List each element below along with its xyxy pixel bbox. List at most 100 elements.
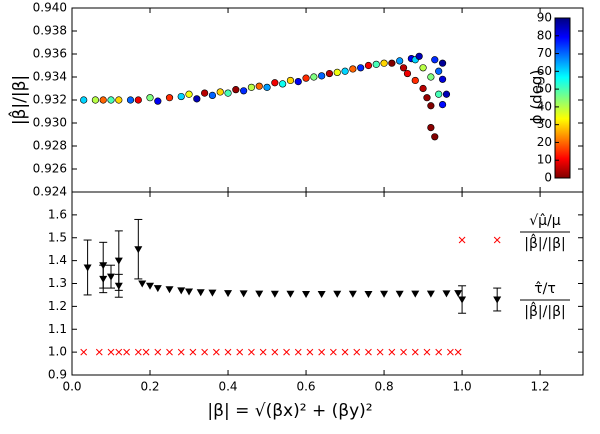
point <box>427 102 435 110</box>
x-marker <box>306 348 314 356</box>
point <box>216 88 224 96</box>
x-stroke <box>329 348 337 356</box>
x-marker <box>142 348 150 356</box>
point <box>310 73 318 81</box>
x-stroke <box>294 348 302 356</box>
x-stroke <box>189 348 197 356</box>
triangle-marker <box>442 290 451 298</box>
point <box>107 96 115 104</box>
point <box>333 68 341 76</box>
point <box>115 96 123 104</box>
x-marker <box>318 348 326 356</box>
x-stroke <box>341 348 349 356</box>
x-stroke <box>134 348 142 356</box>
y-tick-label: 0.940 <box>33 1 67 15</box>
point <box>255 82 263 90</box>
triangle-marker <box>185 288 194 296</box>
x-marker <box>134 348 142 356</box>
y-tick-label: 1.2 <box>48 299 67 313</box>
point <box>302 74 310 82</box>
x-stroke <box>318 348 326 356</box>
point <box>325 69 334 78</box>
triangle-marker <box>114 257 123 265</box>
colorbar-tick-label: 20 <box>537 135 552 149</box>
colorbar-tick-label: 10 <box>537 153 552 167</box>
triangle-marker <box>348 290 357 298</box>
point <box>208 91 217 99</box>
x-stroke <box>201 348 208 356</box>
point <box>435 67 443 75</box>
legend-label: √μ̂/μ <box>529 213 561 229</box>
y-tick-label: 1.3 <box>48 276 67 290</box>
point <box>154 97 162 105</box>
x-stroke <box>454 348 462 356</box>
x-marker <box>236 348 244 356</box>
x-stroke <box>365 348 372 356</box>
legend-label: τ̂/τ <box>534 281 556 297</box>
x-stroke <box>115 348 123 356</box>
point <box>431 56 439 64</box>
x-tick-label: 1.0 <box>453 380 472 394</box>
colorbar-tick-label: 50 <box>537 82 552 96</box>
triangle-marker <box>165 286 174 294</box>
x-marker <box>400 348 407 356</box>
x-marker <box>212 348 220 356</box>
x-stroke <box>423 348 431 356</box>
x-marker <box>201 348 208 356</box>
point <box>438 100 447 109</box>
x-marker <box>259 348 267 356</box>
triangle-marker <box>107 273 116 281</box>
point <box>91 96 100 104</box>
triangle-marker <box>380 290 389 298</box>
x-stroke <box>353 348 361 356</box>
colorbar-tick-label: 70 <box>537 46 552 60</box>
y-tick-label: 0.932 <box>33 93 67 107</box>
x-stroke <box>123 348 130 356</box>
x-marker <box>283 348 290 356</box>
x-stroke <box>166 348 173 356</box>
y-tick-label: 0.9 <box>48 368 67 382</box>
y-tick-label: 1.0 <box>48 345 67 359</box>
point <box>423 94 431 102</box>
triangle-marker <box>224 290 233 298</box>
point <box>232 86 240 94</box>
point <box>341 67 349 75</box>
x-marker <box>107 348 115 356</box>
point <box>240 87 248 95</box>
x-stroke <box>435 348 443 356</box>
x-marker <box>224 348 232 356</box>
x-marker <box>123 348 130 356</box>
triangle-marker <box>364 291 373 299</box>
x-marker <box>423 348 431 356</box>
x-marker <box>341 348 349 356</box>
triangle-marker <box>333 290 342 298</box>
point <box>403 69 412 78</box>
triangle-marker <box>99 275 108 283</box>
triangle-marker <box>493 296 502 304</box>
x-stroke <box>388 348 396 356</box>
x-stroke <box>411 348 419 356</box>
legend-label: |β̂|/|β| <box>524 233 565 252</box>
point <box>193 95 201 103</box>
y-tick-label: 0.926 <box>33 162 67 176</box>
x-stroke <box>224 348 232 356</box>
point <box>396 57 404 65</box>
x-marker <box>177 348 185 356</box>
x-stroke <box>306 348 314 356</box>
y-axis-label: |β̂|/|β| <box>7 75 30 125</box>
point <box>134 96 142 104</box>
x-stroke <box>107 348 115 356</box>
point <box>146 94 154 102</box>
point <box>388 59 396 67</box>
y-tick-label: 1.4 <box>48 253 67 267</box>
point <box>224 89 232 97</box>
colorbar-tick-label: 30 <box>537 117 552 131</box>
x-tick-label: 0.4 <box>218 380 237 394</box>
y-tick-label: 0.924 <box>33 185 67 199</box>
x-stroke <box>142 348 150 356</box>
triangle-marker <box>458 296 467 304</box>
x-marker <box>95 348 103 356</box>
x-marker <box>454 348 462 356</box>
x-marker <box>376 348 384 356</box>
colorbar-tick-label: 90 <box>537 11 552 25</box>
